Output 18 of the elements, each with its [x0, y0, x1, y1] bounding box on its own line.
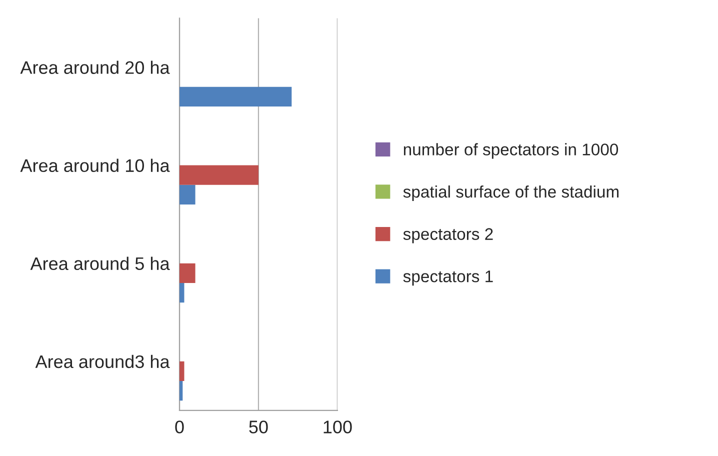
y-tick-label: Area around3 ha [35, 354, 170, 368]
x-tick-label: 50 [249, 420, 268, 434]
y-tick-label: Area around 5 ha [30, 256, 170, 270]
legend-label: spectators 1 [403, 270, 493, 286]
bar [180, 165, 258, 185]
bar [180, 184, 196, 205]
bar [180, 282, 184, 303]
bar [180, 263, 196, 283]
x-tick-label: 100 [324, 420, 352, 434]
legend-label: spectators 2 [403, 228, 493, 244]
y-tick-label: Area around 20 ha [20, 60, 170, 74]
legend-label: number of spectators in 1000 [404, 143, 618, 159]
bar [180, 361, 184, 381]
legend-label: spatial surface of the stadium [403, 185, 618, 201]
bar [180, 380, 183, 401]
bar [180, 86, 292, 106]
y-tick-label: Area around 10 ha [20, 158, 170, 172]
x-tick-label: 0 [175, 420, 184, 434]
